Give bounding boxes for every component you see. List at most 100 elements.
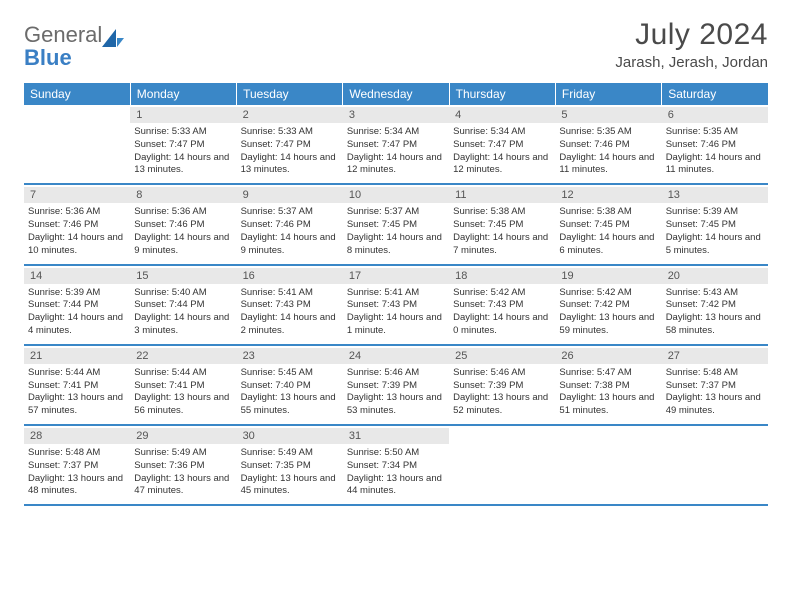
sunset-text: Sunset: 7:41 PM [28, 380, 126, 393]
calendar-week-row: 7Sunrise: 5:36 AMSunset: 7:46 PMDaylight… [24, 184, 768, 264]
sunset-text: Sunset: 7:43 PM [347, 299, 445, 312]
day-info: Sunrise: 5:45 AMSunset: 7:40 PMDaylight:… [241, 367, 339, 418]
calendar-head: SundayMondayTuesdayWednesdayThursdayFrid… [24, 83, 768, 105]
sunrise-text: Sunrise: 5:33 AM [241, 126, 339, 139]
calendar-cell: 27Sunrise: 5:48 AMSunset: 7:37 PMDayligh… [662, 345, 768, 425]
sunrise-text: Sunrise: 5:39 AM [28, 287, 126, 300]
calendar-cell: 7Sunrise: 5:36 AMSunset: 7:46 PMDaylight… [24, 184, 130, 264]
day-info: Sunrise: 5:48 AMSunset: 7:37 PMDaylight:… [28, 447, 126, 498]
day-info: Sunrise: 5:42 AMSunset: 7:42 PMDaylight:… [559, 287, 657, 338]
calendar-cell [555, 425, 661, 505]
day-info: Sunrise: 5:39 AMSunset: 7:44 PMDaylight:… [28, 287, 126, 338]
calendar-cell: 4Sunrise: 5:34 AMSunset: 7:47 PMDaylight… [449, 105, 555, 184]
daylight-text: Daylight: 13 hours and 57 minutes. [28, 392, 126, 418]
day-number: 31 [343, 428, 449, 444]
calendar-cell: 26Sunrise: 5:47 AMSunset: 7:38 PMDayligh… [555, 345, 661, 425]
sunset-text: Sunset: 7:42 PM [559, 299, 657, 312]
day-number: 5 [555, 107, 661, 123]
day-info: Sunrise: 5:42 AMSunset: 7:43 PMDaylight:… [453, 287, 551, 338]
sunset-text: Sunset: 7:47 PM [134, 139, 232, 152]
weekday-header: Tuesday [237, 83, 343, 105]
sunrise-text: Sunrise: 5:50 AM [347, 447, 445, 460]
day-info: Sunrise: 5:36 AMSunset: 7:46 PMDaylight:… [134, 206, 232, 257]
sunset-text: Sunset: 7:38 PM [559, 380, 657, 393]
calendar-cell: 5 Sunrise: 5:35 AMSunset: 7:46 PMDaylight… [555, 105, 661, 184]
calendar-cell: 31 Sunrise: 5:50 AMSunset: 7:34 PMDayligh… [343, 425, 449, 505]
calendar-cell: 12 Sunrise: 5:38 AMSunset: 7:45 PMDayligh… [555, 184, 661, 264]
daylight-text: Daylight: 14 hours and 13 minutes. [241, 152, 339, 178]
calendar-cell: 6Sunrise: 5:35 AMSunset: 7:46 PMDaylight… [662, 105, 768, 184]
sunrise-text: Sunrise: 5:41 AM [347, 287, 445, 300]
daylight-text: Daylight: 14 hours and 12 minutes. [347, 152, 445, 178]
day-number: 30 [237, 428, 343, 444]
daylight-text: Daylight: 14 hours and 4 minutes. [28, 312, 126, 338]
day-info: Sunrise: 5:50 AMSunset: 7:34 PMDaylight:… [347, 447, 445, 498]
day-info: Sunrise: 5:34 AMSunset: 7:47 PMDaylight:… [347, 126, 445, 177]
day-info: Sunrise: 5:49 AMSunset: 7:36 PMDaylight:… [134, 447, 232, 498]
day-info: Sunrise: 5:43 AMSunset: 7:42 PMDaylight:… [666, 287, 764, 338]
daylight-text: Daylight: 14 hours and 7 minutes. [453, 232, 551, 258]
sunset-text: Sunset: 7:47 PM [347, 139, 445, 152]
title-block: July 2024 Jarash, Jerash, Jordan [615, 18, 768, 71]
day-number: 18 [449, 268, 555, 284]
sunset-text: Sunset: 7:46 PM [134, 219, 232, 232]
sunrise-text: Sunrise: 5:44 AM [134, 367, 232, 380]
sunset-text: Sunset: 7:37 PM [666, 380, 764, 393]
logo-text-b: Blue [24, 45, 72, 70]
day-number: 15 [130, 268, 236, 284]
day-number: 29 [130, 428, 236, 444]
sunrise-text: Sunrise: 5:36 AM [134, 206, 232, 219]
sunset-text: Sunset: 7:46 PM [666, 139, 764, 152]
day-info: Sunrise: 5:37 AMSunset: 7:45 PMDaylight:… [347, 206, 445, 257]
sunset-text: Sunset: 7:46 PM [559, 139, 657, 152]
day-info: Sunrise: 5:37 AMSunset: 7:46 PMDaylight:… [241, 206, 339, 257]
day-info: Sunrise: 5:35 AMSunset: 7:46 PMDaylight:… [559, 126, 657, 177]
daylight-text: Daylight: 14 hours and 12 minutes. [453, 152, 551, 178]
sunrise-text: Sunrise: 5:45 AM [241, 367, 339, 380]
daylight-text: Daylight: 14 hours and 0 minutes. [453, 312, 551, 338]
calendar-cell [662, 425, 768, 505]
daylight-text: Daylight: 14 hours and 9 minutes. [241, 232, 339, 258]
day-info: Sunrise: 5:39 AMSunset: 7:45 PMDaylight:… [666, 206, 764, 257]
calendar-cell [24, 105, 130, 184]
sunset-text: Sunset: 7:41 PM [134, 380, 232, 393]
calendar-body: 1Sunrise: 5:33 AMSunset: 7:47 PMDaylight… [24, 105, 768, 505]
calendar-week-row: 28Sunrise: 5:48 AMSunset: 7:37 PMDayligh… [24, 425, 768, 505]
day-number: 14 [24, 268, 130, 284]
day-number: 12 [555, 187, 661, 203]
daylight-text: Daylight: 14 hours and 11 minutes. [666, 152, 764, 178]
weekday-header: Thursday [449, 83, 555, 105]
sunrise-text: Sunrise: 5:49 AM [134, 447, 232, 460]
daylight-text: Daylight: 13 hours and 56 minutes. [134, 392, 232, 418]
calendar-week-row: 1Sunrise: 5:33 AMSunset: 7:47 PMDaylight… [24, 105, 768, 184]
day-info: Sunrise: 5:46 AMSunset: 7:39 PMDaylight:… [453, 367, 551, 418]
sunrise-text: Sunrise: 5:44 AM [28, 367, 126, 380]
sunrise-text: Sunrise: 5:41 AM [241, 287, 339, 300]
day-info: Sunrise: 5:34 AMSunset: 7:47 PMDaylight:… [453, 126, 551, 177]
day-number: 26 [555, 348, 661, 364]
sunset-text: Sunset: 7:43 PM [453, 299, 551, 312]
day-number: 23 [237, 348, 343, 364]
daylight-text: Daylight: 13 hours and 58 minutes. [666, 312, 764, 338]
calendar-cell: 29 Sunrise: 5:49 AMSunset: 7:36 PMDayligh… [130, 425, 236, 505]
calendar-cell: 18 Sunrise: 5:42 AMSunset: 7:43 PMDayligh… [449, 265, 555, 345]
daylight-text: Daylight: 14 hours and 3 minutes. [134, 312, 232, 338]
day-info: Sunrise: 5:46 AMSunset: 7:39 PMDaylight:… [347, 367, 445, 418]
sunset-text: Sunset: 7:46 PM [28, 219, 126, 232]
location-text: Jarash, Jerash, Jordan [615, 54, 768, 71]
day-number: 3 [343, 107, 449, 123]
calendar-cell: 21Sunrise: 5:44 AMSunset: 7:41 PMDayligh… [24, 345, 130, 425]
sunrise-text: Sunrise: 5:38 AM [559, 206, 657, 219]
daylight-text: Daylight: 14 hours and 2 minutes. [241, 312, 339, 338]
weekday-header: Sunday [24, 83, 130, 105]
sunrise-text: Sunrise: 5:33 AM [134, 126, 232, 139]
sunset-text: Sunset: 7:40 PM [241, 380, 339, 393]
sunset-text: Sunset: 7:47 PM [241, 139, 339, 152]
calendar-cell: 25Sunrise: 5:46 AMSunset: 7:39 PMDayligh… [449, 345, 555, 425]
sunrise-text: Sunrise: 5:38 AM [453, 206, 551, 219]
day-info: Sunrise: 5:41 AMSunset: 7:43 PMDaylight:… [241, 287, 339, 338]
sunset-text: Sunset: 7:45 PM [559, 219, 657, 232]
day-info: Sunrise: 5:38 AMSunset: 7:45 PMDaylight:… [559, 206, 657, 257]
logo-text-block: General Blue [24, 24, 124, 70]
calendar-cell: 9Sunrise: 5:37 AMSunset: 7:46 PMDaylight… [237, 184, 343, 264]
